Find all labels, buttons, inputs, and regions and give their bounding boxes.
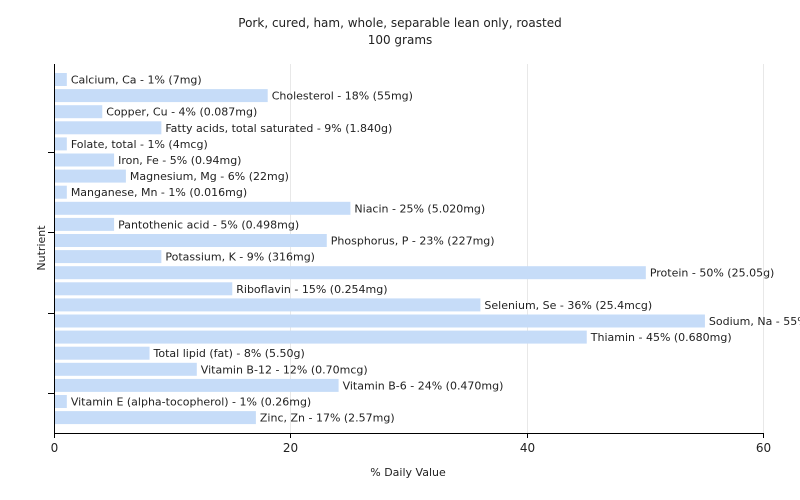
bar-label: Iron, Fe - 5% (0.94mg) — [118, 154, 241, 167]
bar — [55, 201, 351, 215]
bar-label: Thiamin - 45% (0.680mg) — [590, 331, 732, 344]
x-tick-label: 0 — [51, 441, 59, 455]
chart-title: Pork, cured, ham, whole, separable lean … — [238, 16, 562, 30]
bar — [55, 169, 126, 183]
bar — [55, 121, 162, 135]
bar-label: Manganese, Mn - 1% (0.016mg) — [71, 186, 247, 199]
bar — [55, 105, 103, 119]
chart-subtitle: 100 grams — [367, 33, 433, 47]
bar — [55, 185, 67, 199]
gridlines — [290, 64, 764, 433]
bar-label: Protein - 50% (25.05g) — [650, 267, 775, 280]
bar-label: Selenium, Se - 36% (25.4mcg) — [484, 299, 652, 312]
x-tick-label: 60 — [756, 441, 771, 455]
bar-label: Potassium, K - 9% (316mg) — [165, 251, 315, 264]
bar — [55, 153, 115, 167]
bar-label: Calcium, Ca - 1% (7mg) — [71, 74, 202, 87]
bar-label: Zinc, Zn - 17% (2.57mg) — [260, 412, 395, 425]
bar — [55, 282, 233, 296]
bar — [55, 234, 327, 247]
bar-label: Phosphorus, P - 23% (227mg) — [331, 235, 495, 248]
bar-label: Vitamin B-12 - 12% (0.70mcg) — [201, 363, 368, 376]
bar-label: Vitamin E (alpha-tocopherol) - 1% (0.26m… — [71, 396, 311, 409]
bar-label: Total lipid (fat) - 8% (5.50g) — [153, 347, 305, 360]
bar-label: Niacin - 25% (5.020mg) — [354, 202, 485, 215]
y-axis-title: Nutrient — [35, 225, 48, 271]
x-tick-label: 20 — [283, 441, 298, 455]
bar — [55, 298, 481, 312]
bar — [55, 362, 197, 376]
bar — [55, 411, 256, 425]
bar — [55, 314, 705, 328]
bar — [55, 346, 150, 360]
bar-label: Riboflavin - 15% (0.254mg) — [236, 283, 387, 296]
bar — [55, 137, 67, 151]
x-tick-label: 40 — [520, 441, 535, 455]
axes: 0 20 40 60 — [48, 64, 771, 455]
bar — [55, 395, 67, 408]
bar — [55, 250, 162, 264]
x-axis-title: % Daily Value — [370, 466, 446, 479]
bar-label: Fatty acids, total saturated - 9% (1.840… — [165, 122, 392, 135]
bar — [55, 266, 646, 280]
bar-label: Vitamin B-6 - 24% (0.470mg) — [343, 379, 504, 392]
bar — [55, 89, 268, 103]
bar — [55, 378, 339, 392]
bar-label: Pantothenic acid - 5% (0.498mg) — [118, 218, 299, 231]
bar-label: Folate, total - 1% (4mcg) — [71, 138, 208, 151]
bars — [55, 73, 705, 425]
bar-labels: Calcium, Ca - 1% (7mg) Cholesterol - 18% … — [71, 74, 800, 425]
bar — [55, 73, 67, 86]
bar-label: Cholesterol - 18% (55mg) — [272, 90, 413, 103]
bar — [55, 217, 115, 231]
bar — [55, 330, 587, 344]
bar-label: Magnesium, Mg - 6% (22mg) — [130, 170, 289, 183]
bar-label: Sodium, Na - 55% (1327mg) — [709, 315, 800, 328]
bar-label: Copper, Cu - 4% (0.087mg) — [106, 106, 257, 119]
